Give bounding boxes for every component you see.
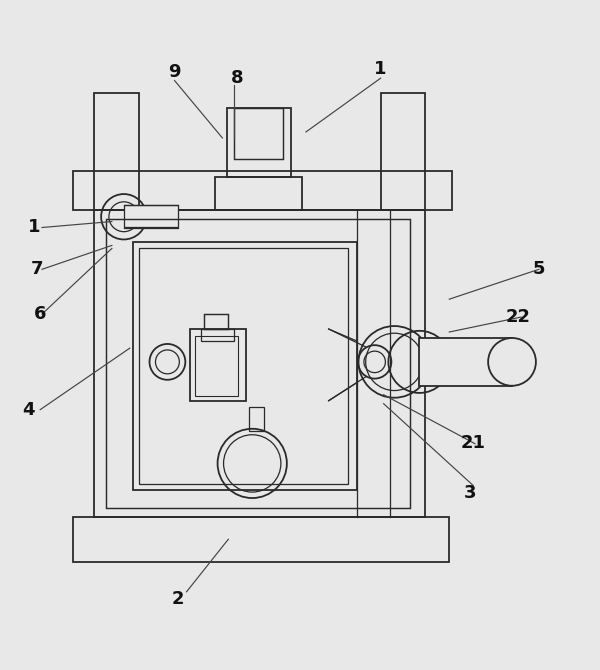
Text: 21: 21 <box>461 433 485 452</box>
Circle shape <box>488 338 536 386</box>
Text: 2: 2 <box>172 590 184 608</box>
Bar <box>94 210 425 517</box>
Bar <box>202 329 235 341</box>
Bar <box>94 93 139 210</box>
Text: 4: 4 <box>22 401 35 419</box>
Text: 3: 3 <box>464 484 476 502</box>
Text: 22: 22 <box>505 308 530 326</box>
Text: 8: 8 <box>231 69 244 87</box>
Text: 6: 6 <box>34 305 46 323</box>
Bar <box>73 517 449 562</box>
Bar <box>190 329 246 401</box>
Bar <box>139 249 348 484</box>
Bar <box>205 314 229 329</box>
Bar <box>419 338 512 386</box>
Text: 1: 1 <box>374 60 387 78</box>
Bar <box>235 108 283 159</box>
Bar <box>215 177 302 210</box>
Text: 7: 7 <box>31 261 43 278</box>
Bar <box>227 108 291 177</box>
Text: 9: 9 <box>169 63 181 81</box>
Bar <box>380 93 425 210</box>
Text: 5: 5 <box>533 261 545 278</box>
Bar <box>73 171 452 210</box>
Text: 1: 1 <box>28 218 40 237</box>
Bar <box>124 206 178 228</box>
Bar <box>133 243 357 490</box>
Bar <box>196 336 238 396</box>
Bar <box>106 218 410 508</box>
Bar <box>249 407 264 431</box>
